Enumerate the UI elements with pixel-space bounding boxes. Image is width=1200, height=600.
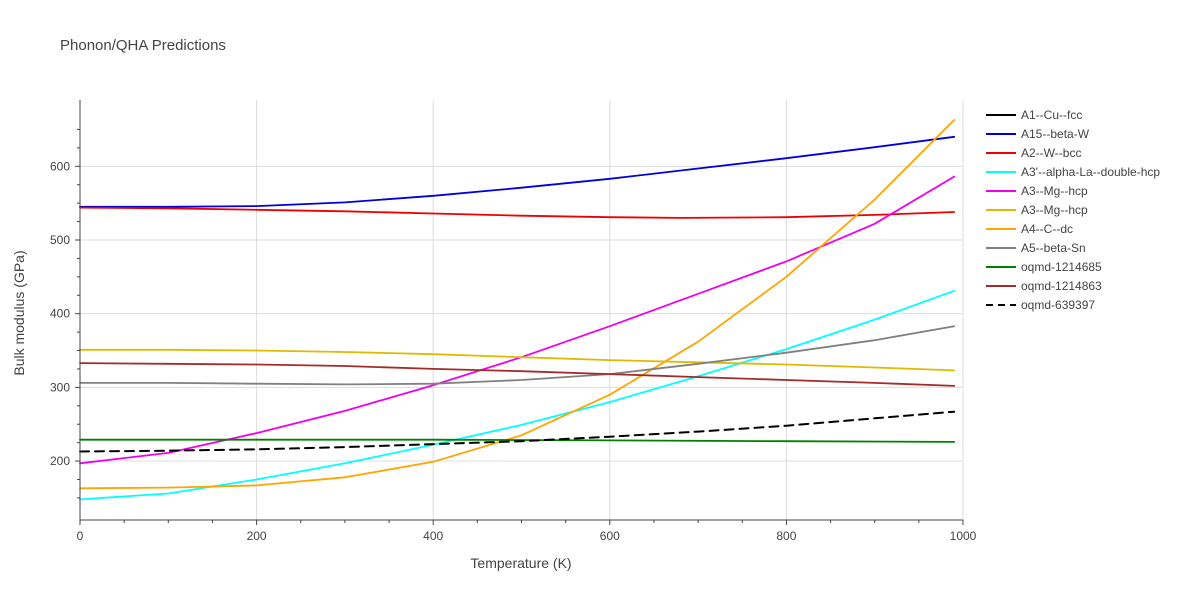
- legend-item-8[interactable]: oqmd-1214685: [986, 260, 1102, 274]
- series-line-8: [79, 438, 956, 443]
- legend-label: oqmd-1214685: [1021, 260, 1102, 274]
- series-line-3: [79, 289, 956, 501]
- series-line-6: [79, 119, 956, 490]
- y-tick-label: 400: [50, 307, 70, 321]
- legend-item-5[interactable]: A3--Mg--hcp: [986, 203, 1088, 217]
- series-line-2: [79, 206, 956, 219]
- legend-item-4[interactable]: A3--Mg--hcp: [986, 184, 1088, 198]
- x-tick-label: 0: [77, 529, 84, 543]
- y-tick-label: 200: [50, 454, 70, 468]
- series-line-1: [79, 135, 956, 208]
- y-tick-label: 600: [50, 159, 70, 173]
- x-tick-label: 400: [423, 529, 443, 543]
- series-line-7: [79, 325, 956, 386]
- legend-label: A3--Mg--hcp: [1021, 203, 1088, 217]
- x-tick-label: 600: [600, 529, 620, 543]
- y-axis-title: Bulk modulus (GPa): [11, 250, 27, 375]
- axes: 0 200 400 600 800 1000 200 300 400 500 600: [50, 100, 977, 543]
- legend-label: A5--beta-Sn: [1021, 241, 1086, 255]
- x-tick-label: 800: [776, 529, 796, 543]
- legend-item-7[interactable]: A5--beta-Sn: [986, 241, 1086, 255]
- legend-item-0[interactable]: A1--Cu--fcc: [986, 108, 1082, 122]
- x-axis-title: Temperature (K): [470, 555, 571, 571]
- legend-item-10[interactable]: oqmd-639397: [986, 298, 1095, 312]
- legend-item-3[interactable]: A3'--alpha-La--double-hcp: [986, 165, 1160, 179]
- legend-label: A2--W--bcc: [1021, 146, 1081, 160]
- legend-item-1[interactable]: A15--beta-W: [986, 127, 1090, 141]
- legend-label: A4--C--dc: [1021, 222, 1073, 236]
- legend-label: oqmd-1214863: [1021, 279, 1102, 293]
- y-tick-label: 300: [50, 380, 70, 394]
- y-tick-label: 500: [50, 233, 70, 247]
- legend-label: A3--Mg--hcp: [1021, 184, 1088, 198]
- x-tick-label: 200: [247, 529, 267, 543]
- legend-item-9[interactable]: oqmd-1214863: [986, 279, 1102, 293]
- legend[interactable]: A1--Cu--fcc A15--beta-W A2--W--bcc A3'--alp…: [986, 108, 1160, 312]
- x-tick-label: 1000: [950, 529, 977, 543]
- legend-label: oqmd-639397: [1021, 298, 1095, 312]
- legend-label: A1--Cu--fcc: [1021, 108, 1082, 122]
- legend-item-6[interactable]: A4--C--dc: [986, 222, 1073, 236]
- legend-label: A15--beta-W: [1021, 127, 1090, 141]
- plot-area: [79, 119, 956, 501]
- grid: [80, 100, 964, 520]
- legend-item-2[interactable]: A2--W--bcc: [986, 146, 1081, 160]
- legend-label: A3'--alpha-La--double-hcp: [1021, 165, 1160, 179]
- series-line-9: [79, 362, 956, 387]
- series-line-10: [79, 410, 956, 453]
- series-line-5: [79, 348, 956, 372]
- chart-title: Phonon/QHA Predictions: [60, 37, 226, 54]
